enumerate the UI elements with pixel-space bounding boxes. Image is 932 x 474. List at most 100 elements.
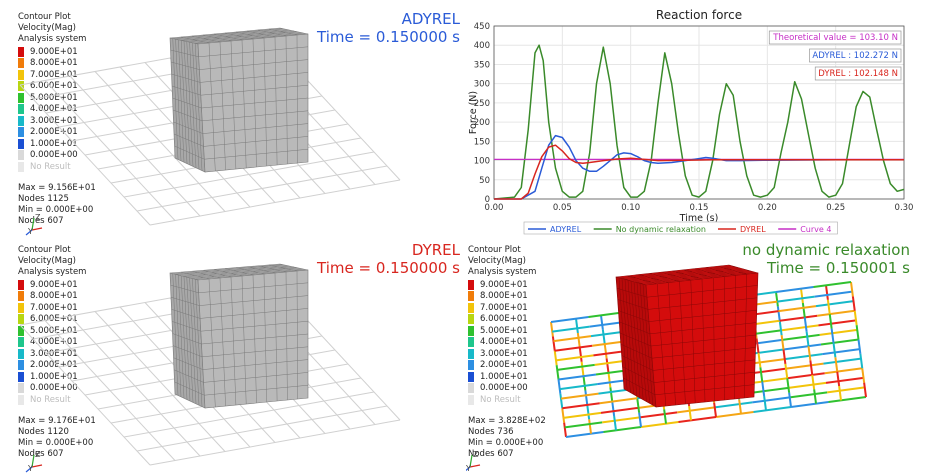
scale-level: 9.000E+01 [18,279,78,290]
floor-edge [565,431,604,438]
solver-name: no dynamic relaxation [742,241,910,259]
scale-level: 8.000E+01 [18,291,78,302]
scale-label: 0.000E+00 [480,383,528,393]
mesh-line [201,333,309,345]
legend-item[interactable]: No dynamic relaxation [616,225,706,234]
cube-face-top [169,263,309,281]
floor-edge [561,408,566,423]
floor-edge [780,334,785,350]
mesh-line [268,264,298,272]
floor-edge [123,151,375,198]
floor-edge [715,411,754,418]
floor-edge [734,370,739,386]
mesh-line [257,29,287,37]
mesh-line [296,270,298,400]
mesh-line [172,38,179,160]
floor-edge [119,306,251,448]
mesh-line [263,37,268,167]
floor-edge [750,295,754,310]
scale-level: 2.000E+01 [18,360,78,371]
scale-level: 7.000E+01 [18,302,78,313]
floor-edge [786,378,791,393]
floor-edge [625,311,629,327]
floor-edge [582,376,587,391]
scale-swatch [18,150,24,160]
floor-edge [149,419,401,466]
floor-edge [97,123,349,170]
panel-dyrel: Contour Plot Velocity(Mag) Analysis syst… [0,237,466,474]
mesh-line [230,276,237,406]
legend-item[interactable]: Curve 4 [800,225,831,234]
floor-edge [700,296,739,303]
mesh-line [213,269,243,277]
scale-swatch [18,371,24,382]
axis-z-icon [466,466,471,472]
floor-edge [788,392,792,408]
reaction-force-chart: Reaction force 0 50 100 150 200 250 300 350 400 45… [468,8,913,235]
mesh-line [621,278,631,393]
floor-edge [707,343,745,351]
floor-edge [609,387,614,402]
mesh-line [701,278,706,403]
contour-legend: Contour Plot Velocity(Mag) Analysis syst… [18,12,86,45]
floor-edge [136,165,388,212]
stat-min: Min = 0.000E+00 [18,438,94,448]
floor-edge [667,329,705,337]
mesh-line [170,49,199,58]
legend-item[interactable]: ADYREL [550,225,582,234]
floor-edge [632,353,670,361]
scale-level: 8.000E+01 [468,291,528,302]
floor-edge [713,391,752,399]
scale-level: 2.000E+01 [18,127,78,138]
legend-item[interactable]: DYREL [740,225,766,234]
mesh-line [202,270,232,278]
axis-z-icon [25,229,33,236]
mesh-line [181,266,292,277]
floor-edge [626,326,631,341]
mesh-line [202,110,309,122]
series-line-no-dynamic-relaxation [493,44,905,200]
floor-edge [742,319,780,327]
mesh-line [646,285,758,298]
scale-label: 3.000E+01 [30,348,78,359]
mesh-line [170,61,200,70]
floor-edge [747,358,785,366]
mesh-line [639,271,753,284]
scale-level: 6.000E+01 [18,81,78,92]
mesh-line [630,280,641,399]
floor-edge [743,329,782,337]
mesh-line [189,267,300,279]
floor-edge [136,405,388,452]
mesh-line [202,359,309,370]
x-tick-label: 0.25 [826,203,845,213]
panel-title: ADYREL Time = 0.150000 s [317,10,460,46]
stat-min: Min = 0.000E+00 [468,438,544,448]
annotation-box [768,30,902,45]
axis-y-label: Y [27,464,33,473]
floor-edge [813,281,852,288]
y-tick-label: 200 [474,118,490,128]
mesh-line [630,268,744,282]
floor-edge [633,363,672,371]
floor-edge [712,382,750,390]
mesh-line [195,269,306,280]
floor-edge [598,387,637,395]
y-axis-label: Force (N) [468,91,479,134]
scale-label: 4.000E+01 [30,337,78,347]
chart-title: Reaction force [656,8,742,22]
floor-edge [778,320,783,336]
floor-edge [738,399,742,414]
floor-edge [584,390,589,406]
floor-edge [705,334,744,342]
floor-edge [269,279,401,421]
floor-edge [639,411,678,419]
scale-swatch [468,371,474,382]
mesh-line [183,276,191,402]
contour-legend: Contour Plot Velocity(Mag) Analysis syst… [18,245,86,278]
mesh-line [246,266,276,274]
scale-swatch [18,127,24,137]
axis-y-label: Y [466,464,471,473]
mesh-line [246,30,276,38]
floor-edge [588,419,592,434]
mesh-line [178,39,185,163]
